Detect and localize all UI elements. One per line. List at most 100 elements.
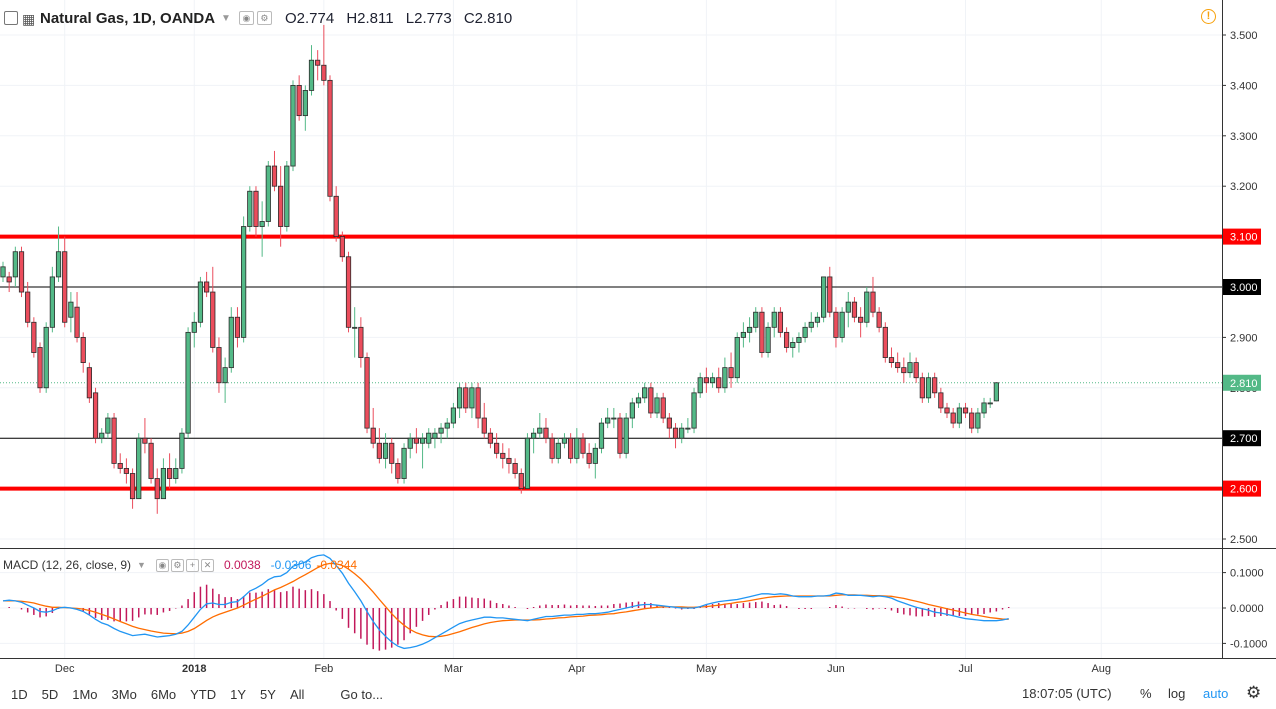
candle-body: [228, 316, 234, 369]
candle-body: [204, 281, 210, 293]
range-1y[interactable]: 1Y: [230, 686, 247, 702]
candle-body: [821, 276, 827, 318]
gear-icon[interactable]: ⚙: [170, 558, 184, 572]
candle-body: [716, 377, 722, 389]
candle-body: [68, 301, 74, 318]
candle-body: [839, 311, 845, 338]
candle-body: [783, 331, 790, 348]
level-label: 3.000: [1230, 282, 1258, 294]
candle-body: [561, 437, 568, 444]
candle-body: [302, 90, 308, 117]
range-3mo[interactable]: 3Mo: [111, 686, 137, 702]
alert-icon[interactable]: !: [1201, 9, 1216, 24]
candle-body: [944, 407, 950, 414]
candle-body: [876, 311, 882, 328]
plus-icon[interactable]: +: [185, 558, 199, 572]
symbol-title[interactable]: Natural Gas, 1D, OANDA: [40, 9, 216, 27]
candle-body: [574, 437, 580, 459]
candle-body: [907, 362, 913, 374]
compare-icon[interactable]: ▦: [22, 11, 36, 27]
macd-y-tick-label: 0.1000: [1230, 568, 1264, 580]
candle-body: [648, 387, 654, 414]
candle-body: [956, 407, 962, 424]
x-tick-label: Aug: [1091, 663, 1111, 675]
eye-icon[interactable]: ◉: [155, 558, 169, 572]
candle-body: [216, 347, 222, 384]
range-1mo[interactable]: 1Mo: [72, 686, 98, 702]
range-ytd[interactable]: YTD: [190, 686, 217, 702]
low-value: L2.773: [405, 9, 452, 27]
candle-body: [666, 417, 672, 429]
candle-body: [99, 432, 105, 439]
candle-body: [49, 276, 55, 328]
candle-body: [796, 336, 802, 343]
candle-body: [148, 442, 154, 479]
range-1d[interactable]: 1D: [11, 686, 28, 702]
candle-body: [234, 316, 241, 338]
level-label-box: [1223, 480, 1261, 497]
range-6mo[interactable]: 6Mo: [150, 686, 177, 702]
macd-signal-value: -0.0344: [316, 558, 358, 572]
candle-body: [247, 190, 253, 227]
chevron-down-icon[interactable]: ▼: [137, 560, 146, 570]
candle-body: [278, 185, 284, 227]
candle-body: [154, 478, 160, 500]
candle-body: [210, 291, 216, 348]
macd-hist-value: 0.0038: [223, 558, 261, 572]
macd-title[interactable]: MACD (12, 26, close, 9): [3, 558, 132, 572]
candle-body: [537, 427, 543, 434]
candle-body: [938, 392, 944, 409]
candle-body: [432, 432, 438, 439]
candle-body: [586, 452, 592, 464]
candle-body: [222, 367, 228, 384]
auto-toggle[interactable]: auto: [1203, 686, 1229, 701]
candle-body: [802, 326, 808, 338]
axes: 2.5002.6002.7002.8002.9003.0003.1003.200…: [0, 0, 1276, 675]
y-tick-label: 3.300: [1230, 131, 1258, 143]
candle-body: [173, 468, 179, 479]
chevron-down-icon[interactable]: ▼: [221, 12, 231, 24]
candle-body: [55, 251, 62, 278]
range-all[interactable]: All: [289, 686, 305, 702]
candle-body: [271, 165, 278, 187]
candle-body: [623, 417, 629, 454]
candle-body: [376, 442, 382, 459]
candle-body: [506, 457, 512, 464]
candle-body: [734, 336, 740, 379]
x-tick-label: Apr: [568, 663, 585, 675]
eye-icon[interactable]: ◉: [238, 11, 254, 25]
candle-body: [697, 377, 703, 394]
candle-body: [679, 427, 685, 439]
y-tick-label: 3.500: [1230, 30, 1258, 42]
range-5y[interactable]: 5Y: [260, 686, 276, 702]
candle-body: [888, 357, 895, 363]
candle-body: [870, 291, 876, 313]
candle-body: [975, 412, 981, 429]
percent-toggle[interactable]: %: [1140, 686, 1152, 701]
y-tick-label: 3.400: [1230, 80, 1258, 92]
candle-body: [74, 306, 80, 338]
candle-body: [191, 321, 197, 333]
range-5d[interactable]: 5D: [41, 686, 59, 702]
candle-body: [241, 226, 247, 338]
collapse-icon[interactable]: [4, 11, 18, 25]
gear-icon[interactable]: ⚙: [256, 11, 272, 25]
x-tick-label: Feb: [314, 663, 333, 675]
candle-body: [315, 59, 321, 66]
candle-body: [382, 442, 389, 459]
macd-signal-line: [3, 562, 1009, 638]
candle-body: [37, 347, 43, 389]
candle-body: [463, 387, 469, 409]
candle-body: [617, 417, 623, 454]
log-toggle[interactable]: log: [1168, 686, 1186, 701]
candle-body: [86, 367, 92, 399]
gear-icon[interactable]: ⚙: [1246, 683, 1262, 702]
candle-body: [259, 221, 265, 227]
close-icon[interactable]: ✕: [200, 558, 214, 572]
chart-canvas: 2.5002.6002.7002.8002.9003.0003.1003.200…: [0, 0, 1276, 675]
goto-button[interactable]: Go to...: [340, 686, 384, 702]
candle-body: [654, 397, 660, 414]
candle-body: [166, 468, 173, 479]
candle-body: [765, 326, 771, 353]
candle-body: [746, 326, 753, 333]
